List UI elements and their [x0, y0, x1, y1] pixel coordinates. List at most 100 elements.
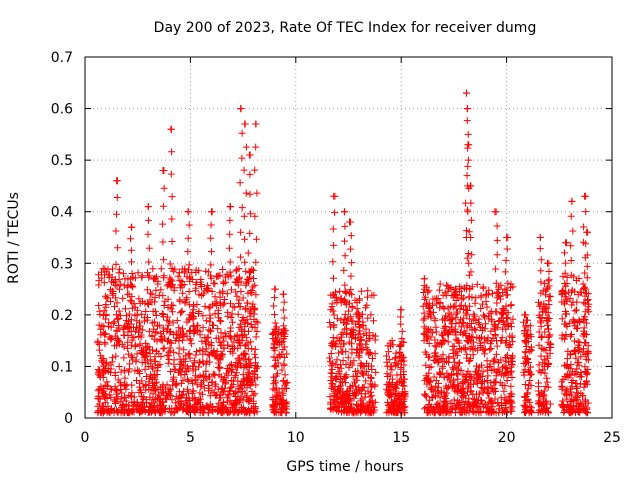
- data-point: [366, 349, 374, 357]
- data-point: [164, 321, 172, 329]
- data-point: [445, 309, 453, 317]
- data-point: [471, 299, 479, 307]
- data-point: [245, 327, 252, 335]
- data-point: [457, 409, 465, 417]
- data-point: [246, 229, 254, 237]
- data-point: [227, 407, 234, 415]
- data-point: [387, 383, 395, 391]
- data-point: [164, 359, 172, 367]
- data-point: [439, 409, 447, 417]
- data-point: [128, 258, 135, 266]
- data-point: [481, 400, 489, 408]
- data-point: [581, 396, 589, 404]
- data-point: [192, 266, 200, 274]
- data-point: [581, 192, 589, 200]
- data-point: [246, 269, 254, 277]
- data-point: [185, 395, 193, 403]
- data-point: [280, 330, 287, 338]
- data-point: [101, 394, 109, 402]
- data-point: [389, 379, 396, 387]
- data-point: [278, 385, 286, 393]
- data-point: [271, 294, 278, 302]
- data-point: [422, 375, 430, 383]
- data-point: [522, 321, 530, 329]
- data-point: [113, 337, 121, 345]
- data-point: [151, 298, 159, 306]
- data-point: [111, 396, 119, 404]
- data-point: [524, 367, 532, 375]
- data-point: [181, 371, 189, 378]
- data-point: [242, 334, 250, 342]
- data-point: [331, 389, 339, 397]
- data-point: [118, 395, 126, 403]
- data-point: [493, 222, 501, 230]
- data-point: [352, 335, 359, 343]
- data-point: [463, 206, 471, 214]
- data-point: [151, 318, 159, 326]
- data-point: [251, 408, 259, 416]
- data-point: [474, 396, 482, 404]
- data-point: [208, 407, 216, 415]
- data-point: [139, 326, 147, 334]
- data-point: [115, 269, 123, 277]
- data-point: [210, 279, 218, 287]
- data-point: [494, 359, 502, 367]
- data-point: [563, 273, 571, 281]
- data-point: [523, 358, 531, 366]
- data-point: [578, 373, 585, 381]
- data-point: [521, 393, 529, 401]
- data-point: [233, 369, 241, 377]
- data-point: [208, 288, 216, 295]
- data-point: [141, 365, 149, 373]
- data-point: [226, 258, 234, 266]
- data-point: [335, 349, 343, 357]
- data-point: [166, 347, 174, 355]
- data-point: [345, 307, 353, 315]
- data-point: [215, 314, 223, 322]
- data-point: [368, 374, 375, 382]
- data-point: [477, 292, 485, 300]
- data-point: [107, 393, 115, 401]
- data-point: [159, 292, 167, 300]
- data-point: [562, 362, 570, 370]
- data-point: [207, 234, 215, 242]
- data-point: [420, 323, 428, 331]
- data-point: [545, 301, 553, 308]
- data-point: [246, 359, 254, 367]
- data-point: [248, 388, 256, 395]
- data-point: [483, 389, 491, 397]
- data-point: [149, 265, 157, 273]
- data-point: [178, 379, 185, 387]
- data-point: [346, 245, 354, 253]
- data-point: [463, 89, 470, 97]
- data-point: [155, 321, 163, 329]
- data-point: [164, 304, 172, 311]
- data-point: [365, 348, 373, 356]
- data-point: [128, 293, 136, 301]
- data-point: [434, 383, 442, 391]
- data-point: [335, 403, 343, 411]
- data-point: [129, 354, 137, 362]
- data-point: [425, 303, 432, 311]
- data-point: [168, 193, 176, 201]
- data-point: [573, 389, 581, 397]
- data-point: [252, 364, 260, 372]
- data-point: [113, 299, 121, 307]
- data-point: [338, 348, 346, 356]
- data-point: [463, 350, 471, 358]
- data-point: [565, 371, 573, 379]
- data-point: [559, 376, 567, 384]
- data-point: [341, 372, 349, 380]
- data-point: [160, 302, 168, 309]
- data-point: [362, 377, 370, 385]
- data-point: [470, 408, 478, 416]
- data-point: [339, 388, 347, 396]
- data-point: [427, 383, 435, 391]
- data-point: [184, 234, 192, 242]
- data-point: [427, 313, 435, 321]
- data-point: [362, 304, 370, 312]
- data-point: [341, 281, 349, 289]
- data-point: [186, 314, 193, 322]
- data-point: [275, 388, 283, 396]
- data-point: [534, 408, 542, 416]
